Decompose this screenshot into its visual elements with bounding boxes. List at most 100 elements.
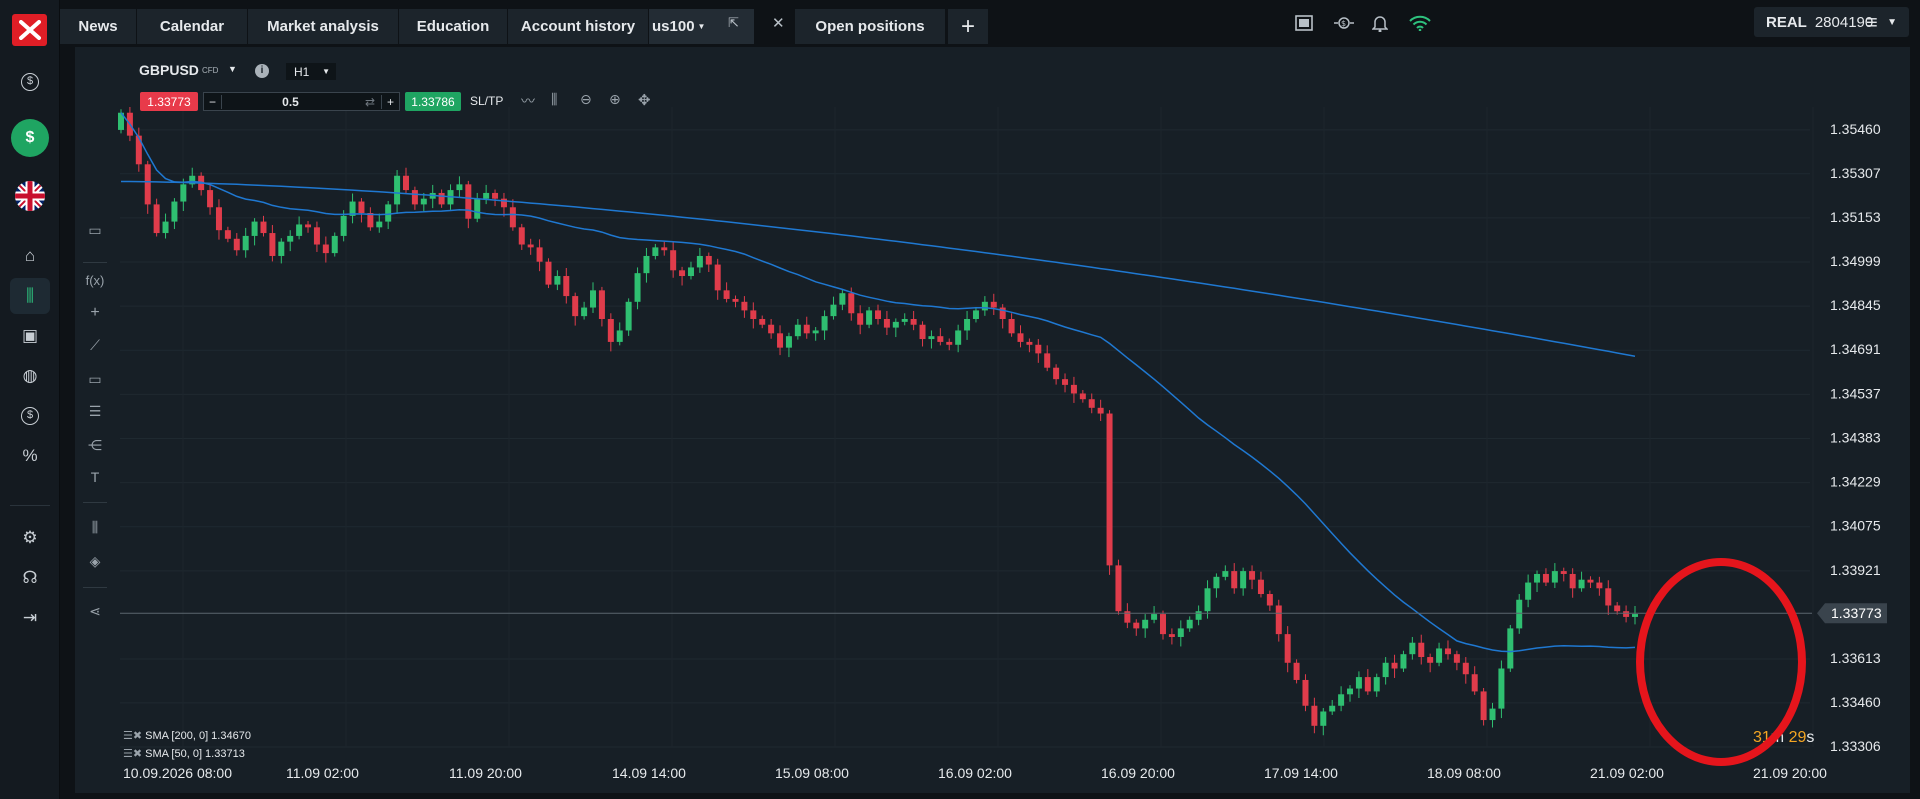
function-fx-icon[interactable]: f(x) — [85, 273, 105, 288]
timeframe-selector[interactable]: H1 ▼ — [286, 63, 336, 80]
tab-education[interactable]: Education — [399, 9, 507, 44]
candle-body — [411, 190, 418, 205]
tab-account-history[interactable]: Account history — [508, 9, 648, 44]
text-tool-icon[interactable]: T — [90, 469, 100, 485]
transfer-icon[interactable]: $ — [1333, 12, 1355, 34]
buy-price-button[interactable]: 1.33786 — [405, 92, 461, 111]
candle-body — [376, 221, 383, 228]
close-tab-icon[interactable]: ✕ — [772, 15, 785, 32]
tab-us100[interactable]: us100 ▼ — [649, 9, 754, 44]
trendline-icon[interactable]: ⟋ — [90, 337, 100, 353]
indicator-sma50[interactable]: ☰✖ SMA [50, 0] 1.33713 — [123, 745, 251, 763]
symbol-chevron-icon[interactable]: ▼ — [228, 64, 237, 74]
volume-swap-icon[interactable]: ⇄ — [364, 94, 376, 109]
volume-decrease-button[interactable]: − — [204, 94, 222, 109]
candle-body — [946, 341, 953, 345]
volume-input[interactable]: 0.5 — [282, 94, 299, 109]
candle-body — [1471, 674, 1478, 692]
share-icon[interactable]: ⋖ — [89, 603, 101, 619]
layers-icon[interactable]: ◈ — [89, 553, 101, 569]
tab-news[interactable]: News — [60, 9, 136, 44]
coins-icon[interactable]: $ — [10, 398, 50, 434]
fibonacci-icon[interactable]: ☰ — [88, 403, 102, 419]
candle-body — [287, 235, 294, 242]
dollar-circle-icon[interactable]: $ — [10, 64, 50, 100]
y-tick-label: 1.35307 — [1830, 165, 1881, 181]
open-external-icon[interactable]: ⇱ — [728, 15, 739, 30]
logout-icon[interactable]: ⇥ — [22, 608, 38, 627]
candle-body — [331, 235, 338, 254]
indicator-settings-icon[interactable]: ☰✖ — [123, 730, 143, 742]
tab-open-positions[interactable]: Open positions — [795, 9, 945, 44]
candle-body — [1569, 573, 1576, 589]
sell-price-button[interactable]: 1.33773 — [140, 92, 198, 111]
calendar-icon[interactable]: ▣ — [21, 326, 39, 345]
piggy-bank-icon[interactable]: ◍ — [22, 366, 38, 385]
current-price-tag — [1817, 603, 1887, 624]
candle-body — [794, 324, 801, 337]
candle-body — [1204, 588, 1211, 612]
price-chart[interactable]: 1.35460 1.35307 1.35153 1.34999 1.34845 1.346… — [75, 47, 1910, 793]
app-sidebar: $ $ ⌂ ⫼ ▣ ◍ $% ⚙ ☊ ⇥ — [0, 0, 60, 799]
fullscreen-icon[interactable] — [1295, 12, 1313, 34]
symbol-name[interactable]: GBPUSD — [139, 62, 199, 78]
notifications-bell-icon[interactable] — [1372, 12, 1388, 34]
indicator-sma200[interactable]: ☰✖ SMA [200, 0] 1.34670 — [123, 727, 251, 745]
indicator-sma50-label: SMA [50, 0] 1.33713 — [145, 748, 245, 760]
headset-icon[interactable]: ☊ — [22, 568, 38, 587]
candle-body — [990, 301, 997, 308]
candle-body — [972, 310, 979, 319]
crosshair-icon[interactable]: ✥ — [638, 92, 651, 109]
y-tick-label: 1.34075 — [1830, 518, 1881, 534]
candle-body — [1159, 614, 1166, 635]
candle-body — [652, 247, 659, 256]
x-tick-label: 18.09 08:00 — [1427, 765, 1501, 781]
candle-body — [1257, 579, 1264, 595]
tab-separator — [507, 9, 508, 44]
candle-body — [420, 198, 427, 205]
candle-body — [581, 307, 588, 317]
line-chart-icon[interactable]: 〰 — [521, 93, 535, 109]
y-tick-label: 1.35153 — [1830, 209, 1881, 225]
candle-body — [1596, 582, 1603, 589]
tab-separator — [136, 9, 137, 44]
cross-icon[interactable]: + — [90, 304, 100, 321]
menu-hamburger-icon[interactable]: ≡ — [1866, 11, 1878, 34]
candle-body — [1409, 642, 1416, 655]
account-selector[interactable]: REAL 2804190 ▼ — [1754, 7, 1909, 37]
xtb-logo[interactable] — [12, 14, 47, 46]
zoom-out-icon[interactable]: ⊖ — [580, 91, 592, 107]
candle-body — [367, 212, 374, 228]
tab-market-analysis[interactable]: Market analysis — [248, 9, 398, 44]
y-tick-label: 1.34229 — [1830, 474, 1881, 490]
sltp-button[interactable]: SL/TP — [470, 94, 504, 108]
zoom-in-icon[interactable]: ⊕ — [609, 91, 621, 107]
pitchfork-icon[interactable]: ⋲ — [88, 437, 102, 453]
add-tab-button[interactable]: + — [948, 9, 988, 44]
uk-flag-icon[interactable] — [10, 178, 50, 214]
candle-body — [768, 324, 775, 334]
home-icon[interactable]: ⌂ — [24, 246, 36, 265]
screen-icon[interactable]: ▭ — [88, 222, 102, 238]
rectangle-icon[interactable]: ▭ — [88, 371, 102, 387]
candle-body — [1373, 677, 1380, 692]
x-tick-label: 11.09 02:00 — [286, 765, 359, 781]
indicators-icon[interactable]: ⫼ — [91, 519, 99, 535]
candles-icon[interactable]: ⫼ — [10, 278, 50, 314]
percent-icon[interactable]: % — [22, 446, 38, 465]
candle-body — [616, 330, 623, 342]
dollar-green-icon[interactable]: $ — [10, 119, 50, 157]
candle-body — [1035, 344, 1042, 354]
volume-input-group: − 0.5 ⇄ + — [203, 92, 400, 111]
volume-increase-button[interactable]: + — [381, 94, 399, 109]
info-icon[interactable]: i — [255, 64, 269, 78]
toolbar-divider — [83, 502, 107, 503]
candle-body — [892, 321, 899, 328]
candle-body — [955, 330, 962, 345]
settings-icon[interactable]: ⚙ — [22, 528, 38, 547]
candle-body — [1062, 379, 1069, 385]
tab-calendar[interactable]: Calendar — [137, 9, 247, 44]
chart-type-candles-icon[interactable]: ⫼ — [551, 91, 558, 107]
candle-body — [527, 244, 534, 248]
indicator-settings-icon[interactable]: ☰✖ — [123, 748, 143, 760]
